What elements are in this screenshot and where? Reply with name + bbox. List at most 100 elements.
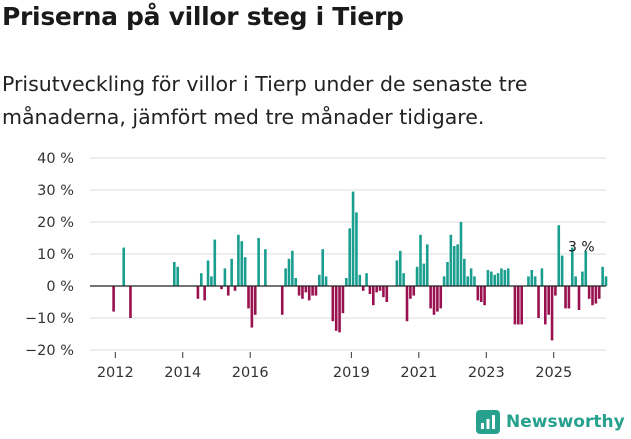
- bar: [345, 278, 348, 286]
- bar: [324, 276, 328, 286]
- bar: [237, 234, 240, 286]
- bar: [203, 286, 206, 301]
- bar: [550, 286, 554, 341]
- bar: [358, 274, 362, 286]
- bar: [540, 268, 544, 286]
- bar: [371, 286, 375, 306]
- bar: [570, 247, 574, 286]
- bar: [247, 286, 250, 309]
- y-tick-label: −10 %: [25, 311, 74, 327]
- bar: [557, 225, 561, 286]
- bar: [331, 286, 335, 322]
- bar: [233, 286, 237, 291]
- bar: [486, 270, 490, 286]
- bar: [250, 286, 254, 328]
- bar: [385, 286, 389, 302]
- bar-chart: 40 %30 %20 %10 %0 %−10 %−20 % 2012 2014 20…: [25, 151, 608, 381]
- bar: [284, 268, 287, 286]
- bar: [311, 286, 314, 296]
- y-tick-label: 0 %: [46, 279, 74, 295]
- bar: [419, 234, 422, 286]
- bar: [287, 258, 291, 286]
- bar: [567, 286, 571, 309]
- y-tick-label: −20 %: [25, 343, 74, 359]
- bar: [243, 257, 247, 286]
- bars: [112, 191, 608, 341]
- bar: [496, 273, 500, 286]
- bar: [469, 268, 473, 286]
- bar: [253, 286, 257, 315]
- bar: [587, 286, 591, 299]
- bar: [409, 286, 412, 299]
- bar: [503, 270, 507, 286]
- bar: [291, 250, 294, 286]
- bar: [318, 274, 321, 286]
- bar: [365, 273, 368, 286]
- bar: [452, 246, 456, 286]
- bar: [405, 286, 409, 322]
- bar: [591, 286, 594, 306]
- bar: [476, 286, 480, 301]
- last-value-annotation: 3 %: [568, 239, 595, 255]
- bar: [348, 228, 351, 286]
- bar: [395, 260, 399, 286]
- bar: [473, 276, 476, 286]
- bar: [547, 286, 550, 315]
- bar: [351, 191, 355, 286]
- bar: [321, 249, 325, 286]
- bar: [506, 268, 510, 286]
- bar: [294, 278, 298, 286]
- bar: [341, 286, 345, 314]
- bar: [560, 255, 564, 286]
- bar: [220, 286, 223, 290]
- bar: [442, 276, 446, 286]
- bar: [530, 270, 534, 286]
- bar: [338, 286, 341, 333]
- bar: [446, 262, 449, 286]
- bar: [459, 222, 463, 286]
- bar: [483, 286, 486, 306]
- bar: [398, 250, 402, 286]
- bar: [223, 268, 227, 286]
- bar: [314, 286, 318, 296]
- x-tick-label: 2014: [164, 365, 201, 381]
- bar: [378, 286, 382, 291]
- bar: [230, 258, 233, 286]
- bar: [334, 286, 338, 331]
- bar: [594, 286, 598, 304]
- bar: [368, 286, 372, 294]
- bar: [196, 286, 200, 299]
- bar: [436, 286, 439, 312]
- newsworthy-logo: Newsworthy: [476, 409, 625, 435]
- bar: [382, 286, 385, 298]
- y-tick-label: 30 %: [37, 183, 74, 199]
- bar: [257, 238, 260, 286]
- bar: [584, 250, 588, 286]
- bar: [210, 276, 213, 286]
- bar: [297, 286, 301, 296]
- bar: [490, 271, 493, 286]
- bar: [517, 286, 520, 325]
- bar: [122, 247, 126, 286]
- bar: [199, 273, 203, 286]
- newsworthy-icon: [476, 410, 500, 434]
- bar: [479, 286, 483, 302]
- bar: [412, 286, 416, 296]
- bar: [581, 271, 584, 286]
- bar: [500, 268, 503, 286]
- bar: [240, 241, 244, 286]
- y-tick-label: 20 %: [37, 215, 74, 231]
- bar: [513, 286, 517, 325]
- bar: [304, 286, 308, 293]
- x-tick-label: 2025: [535, 365, 572, 381]
- bar: [402, 273, 405, 286]
- bar: [527, 276, 530, 286]
- bar: [213, 239, 217, 286]
- bar: [554, 286, 557, 296]
- bar: [112, 286, 115, 312]
- bar: [456, 244, 459, 286]
- bar: [449, 234, 453, 286]
- bar: [422, 263, 426, 286]
- bar: [597, 286, 601, 299]
- bar: [264, 249, 267, 286]
